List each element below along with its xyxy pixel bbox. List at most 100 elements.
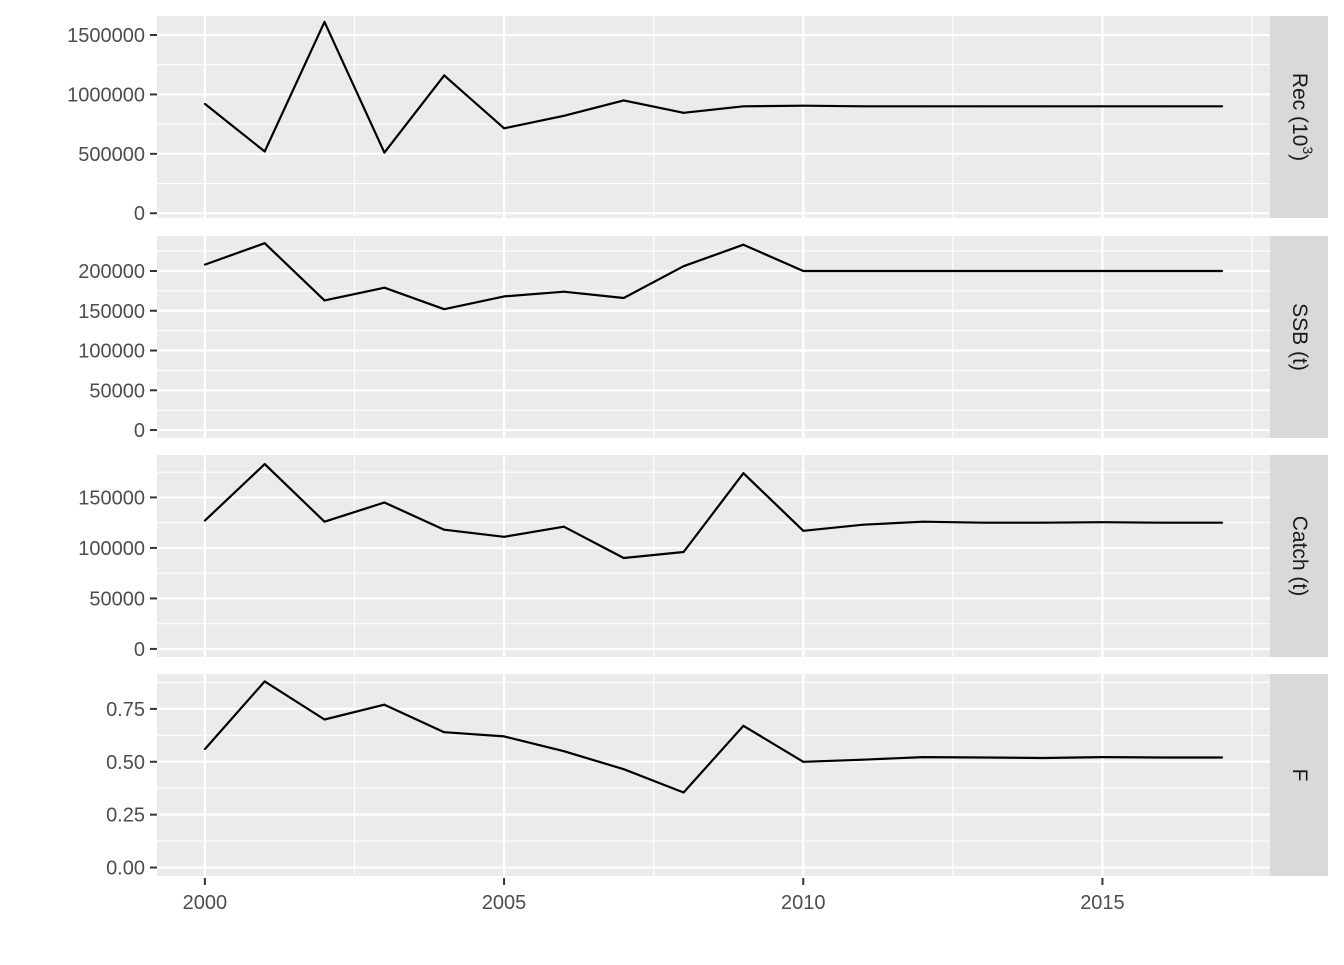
data-point	[263, 242, 266, 245]
y-tick-label: 0.25	[106, 805, 145, 827]
data-point	[802, 529, 805, 532]
data-point	[742, 105, 745, 108]
panel-4: 0.00 0.25 0.50 0.75 F	[106, 674, 1328, 880]
y-tick-label: 50000	[89, 380, 145, 402]
facet-strip-label: SSB (t)	[1288, 303, 1311, 371]
data-point	[981, 269, 984, 272]
y-tick-label: 500000	[78, 144, 145, 166]
panel-3: 0 50000 100000 150000 Catch (t)	[78, 455, 1328, 661]
data-point	[323, 520, 326, 523]
y-tick-label: 150000	[78, 487, 145, 509]
data-point	[862, 523, 865, 526]
data-point	[921, 105, 924, 108]
y-tick-label: 0	[134, 203, 145, 225]
data-point	[443, 308, 446, 311]
series-line	[204, 463, 1223, 560]
data-point	[503, 127, 506, 130]
data-point	[1101, 521, 1104, 524]
data-point	[383, 286, 386, 289]
y-tick-label: 100000	[78, 341, 145, 363]
data-point	[1161, 756, 1164, 759]
data-point	[263, 150, 266, 153]
panel-background	[157, 236, 1270, 438]
y-tick-label: 1000000	[67, 84, 145, 106]
data-point	[203, 748, 206, 751]
facet-strip	[1270, 16, 1328, 218]
x-axis: 2000 2005 2010 2015	[183, 878, 1125, 914]
data-point	[742, 472, 745, 475]
data-point	[443, 74, 446, 77]
data-point	[921, 520, 924, 523]
y-tick-label: 200000	[78, 261, 145, 283]
data-point	[562, 114, 565, 117]
data-point	[203, 263, 206, 266]
data-point	[1161, 105, 1164, 108]
series-line	[204, 680, 1223, 794]
data-point	[1041, 521, 1044, 524]
data-point	[622, 768, 625, 771]
data-point	[682, 265, 685, 268]
data-point	[682, 550, 685, 553]
data-point	[622, 99, 625, 102]
data-point	[622, 297, 625, 300]
data-point	[1101, 756, 1104, 759]
data-point	[203, 102, 206, 105]
data-point	[742, 243, 745, 246]
data-point	[1221, 105, 1224, 108]
data-point	[802, 269, 805, 272]
data-point	[862, 269, 865, 272]
data-point	[1041, 269, 1044, 272]
data-point	[503, 735, 506, 738]
facet-strip-label: Catch (t)	[1288, 516, 1311, 597]
data-point	[742, 724, 745, 727]
data-point	[383, 703, 386, 706]
data-point	[622, 557, 625, 560]
data-point	[921, 756, 924, 759]
y-tick-label: 0.50	[106, 752, 145, 774]
y-tick-label: 150000	[78, 301, 145, 323]
facet-strip	[1270, 674, 1328, 876]
y-tick-label: 50000	[89, 588, 145, 610]
data-point	[383, 501, 386, 504]
data-point	[981, 521, 984, 524]
data-point	[323, 20, 326, 23]
series-line	[204, 242, 1223, 311]
series-line	[204, 20, 1223, 154]
data-point	[1041, 105, 1044, 108]
data-point	[682, 111, 685, 114]
y-tick-label: 0	[134, 639, 145, 661]
data-point	[1101, 269, 1104, 272]
data-point	[802, 104, 805, 107]
data-point	[263, 680, 266, 683]
data-point	[443, 731, 446, 734]
data-point	[443, 528, 446, 531]
data-point	[1221, 756, 1224, 759]
x-tick-label: 2000	[183, 892, 228, 914]
data-point	[503, 295, 506, 298]
data-point	[203, 519, 206, 522]
panel-background	[157, 16, 1270, 218]
facet-strip-label: F	[1288, 769, 1311, 782]
x-tick-label: 2015	[1080, 892, 1125, 914]
y-tick-label: 100000	[78, 538, 145, 560]
x-tick-label: 2010	[781, 892, 826, 914]
data-point	[862, 105, 865, 108]
data-point	[1161, 521, 1164, 524]
data-point	[1221, 269, 1224, 272]
data-point	[1041, 756, 1044, 759]
data-point	[921, 269, 924, 272]
data-point	[981, 756, 984, 759]
data-point	[263, 463, 266, 466]
y-tick-label: 0.75	[106, 699, 145, 721]
data-point	[862, 758, 865, 761]
data-point	[682, 791, 685, 794]
facet-strip-label: Rec (103)	[1288, 73, 1316, 161]
y-tick-label: 1500000	[67, 25, 145, 47]
facet-strip	[1270, 455, 1328, 657]
y-tick-label: 0.00	[106, 858, 145, 880]
data-point	[323, 718, 326, 721]
data-point	[562, 750, 565, 753]
data-point	[503, 535, 506, 538]
